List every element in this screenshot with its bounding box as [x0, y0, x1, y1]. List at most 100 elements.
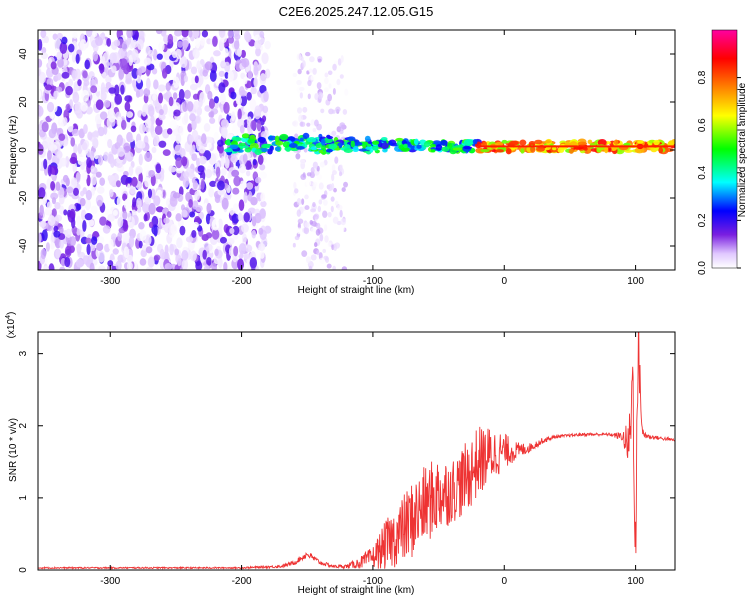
spectrogram-y-tick-label: 20: [18, 96, 29, 108]
heatmap-cell: [46, 178, 52, 190]
heatmap-cell: [306, 122, 311, 127]
heatmap-cell: [131, 49, 139, 61]
heatmap-cell: [145, 77, 151, 90]
heatmap-cell: [192, 48, 200, 59]
heatmap-cell: [227, 172, 232, 179]
heatmap-cell: [206, 257, 212, 266]
heatmap-cell: [51, 197, 57, 205]
heatmap-cell: [117, 147, 125, 157]
heatmap-cell: [221, 167, 227, 176]
heatmap-cell: [147, 188, 153, 199]
heatmap-cell: [211, 218, 220, 231]
snr-y-multiplier: (x104): [5, 312, 17, 339]
heatmap-cell: [242, 76, 248, 85]
heatmap-cell: [198, 145, 206, 154]
heatmap-cell: [61, 71, 70, 79]
snr-multiplier-close: ): [6, 312, 17, 315]
heatmap-cell: [97, 250, 105, 263]
snr-multiplier-exp: 4: [5, 315, 12, 319]
heatmap-cell: [123, 198, 131, 210]
heatmap-cell: [163, 34, 170, 44]
heatmap-cell: [435, 144, 443, 151]
heatmap-cell: [239, 90, 248, 97]
heatmap-cell: [110, 156, 115, 168]
snr-y-tick-label: 0: [18, 567, 29, 573]
heatmap-cell: [308, 265, 313, 270]
heatmap-cell: [110, 233, 117, 241]
heatmap-cell: [113, 39, 121, 47]
heatmap-cell: [93, 151, 99, 160]
heatmap-cell: [132, 197, 137, 208]
heatmap-cell: [194, 190, 201, 201]
heatmap-cell: [315, 142, 323, 149]
heatmap-cell: [108, 87, 117, 94]
heatmap-cell: [254, 148, 262, 156]
heatmap-cell: [245, 170, 251, 177]
heatmap-cell: [70, 137, 76, 147]
heatmap-cell: [162, 149, 171, 157]
heatmap-cell: [296, 227, 302, 235]
heatmap-cell: [103, 125, 108, 135]
heatmap-cell: [309, 171, 316, 179]
heatmap-cell: [107, 138, 113, 149]
heatmap-cell: [91, 236, 98, 245]
heatmap-cell: [312, 161, 318, 169]
heatmap-cell: [218, 30, 226, 38]
heatmap-cell: [220, 156, 225, 168]
heatmap-cell: [181, 156, 188, 167]
heatmap-cell: [43, 158, 48, 170]
heatmap-cell: [269, 145, 274, 151]
heatmap-cell: [231, 136, 242, 142]
heatmap-cell: [168, 96, 174, 107]
heatmap-cell: [341, 266, 348, 270]
heatmap-cell: [172, 76, 180, 89]
heatmap-cell: [159, 248, 165, 260]
heatmap-cell: [165, 82, 171, 92]
heatmap-cell: [73, 143, 78, 154]
heatmap-cell: [519, 139, 527, 146]
heatmap-cell: [223, 101, 230, 114]
heatmap-cell: [334, 242, 341, 249]
heatmap-cell: [301, 250, 308, 258]
heatmap-cell: [72, 31, 78, 39]
heatmap-cell: [302, 106, 308, 113]
heatmap-cell: [116, 116, 123, 127]
heatmap-cell: [318, 199, 323, 205]
snr-panel: -300 -200 -100 0 100 0 1 2 3 Height of straight…: [5, 312, 676, 596]
spectrogram-y-tick-label: 0: [18, 147, 29, 153]
heatmap-cell: [231, 258, 239, 270]
heatmap-cell: [95, 36, 103, 47]
heatmap-cell: [536, 146, 546, 152]
heatmap-cell: [583, 147, 588, 151]
heatmap-cell: [75, 53, 80, 64]
heatmap-cell: [148, 169, 156, 178]
heatmap-cell: [232, 187, 240, 195]
chart-title: C2E6.2025.247.12.05.G15: [279, 4, 434, 19]
heatmap-cell: [310, 227, 317, 233]
heatmap-cell: [201, 30, 209, 38]
heatmap-cell: [327, 242, 332, 248]
heatmap-cell: [202, 249, 207, 260]
heatmap-cell: [99, 177, 106, 186]
spectrogram-x-tick-label: 0: [501, 276, 507, 287]
heatmap-cell: [151, 215, 159, 228]
heatmap-cell: [252, 158, 257, 166]
heatmap-cell: [301, 198, 305, 205]
heatmap-cell: [45, 242, 50, 252]
heatmap-cell: [658, 146, 664, 154]
heatmap-cell: [76, 203, 82, 211]
colorbar-tick-label: 0.4: [697, 165, 708, 179]
heatmap-cell: [211, 229, 220, 240]
heatmap-cell: [54, 201, 61, 210]
heatmap-cell: [296, 79, 302, 86]
heatmap-cell: [166, 211, 172, 218]
colorbar-tick-label: 0.0: [697, 261, 708, 275]
heatmap-cell: [138, 67, 143, 77]
heatmap-cell: [382, 148, 388, 153]
snr-x-tick-label: -100: [363, 576, 383, 587]
heatmap-cell: [331, 182, 335, 191]
heatmap-cell: [226, 138, 231, 146]
heatmap-cell: [87, 131, 93, 141]
heatmap-cell: [292, 121, 297, 126]
colorbar: 0.0 0.2 0.4 0.6 0.8 Normalized spectral ampl…: [697, 29, 748, 275]
